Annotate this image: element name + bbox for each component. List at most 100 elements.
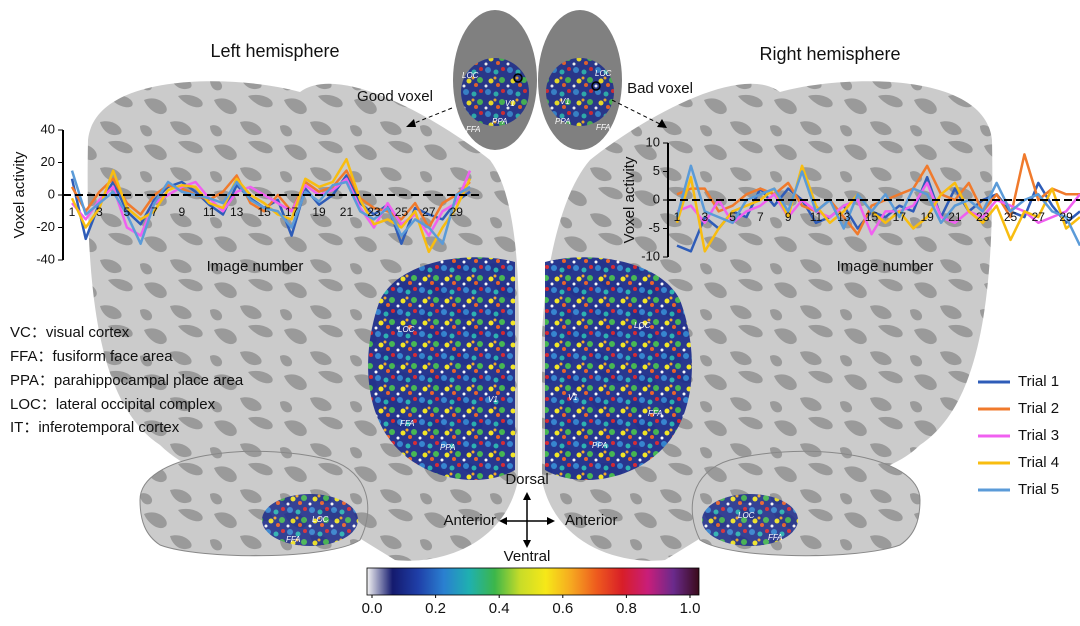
x-tick-label: 25 <box>395 205 409 219</box>
brain-label: V1 <box>488 395 498 404</box>
series-line <box>675 164 1080 253</box>
brain-label: FFA <box>596 123 611 132</box>
brain-label: LOC <box>738 511 755 520</box>
flatmap-left <box>87 81 519 561</box>
x-tick-label: 1.0 <box>680 600 701 617</box>
y-tick-label: 0 <box>653 191 660 206</box>
brain-label: LOC <box>312 515 329 524</box>
chart-title: Left hemisphere <box>210 41 339 61</box>
series-line <box>71 170 472 237</box>
plot <box>70 158 472 254</box>
x-tick-label: 17 <box>285 205 299 219</box>
brain-label: FFA <box>286 535 301 544</box>
y-tick-label: 5 <box>653 163 660 178</box>
abbreviation: PPA：parahippocampal place area <box>10 372 244 389</box>
x-tick-label: 23 <box>367 205 381 219</box>
abbreviation: FFA：fusiform face area <box>10 348 173 365</box>
abbreviation: IT：inferotemporal cortex <box>10 419 180 436</box>
annotation: Anterior <box>565 512 618 529</box>
y-tick-label: 10 <box>646 134 660 149</box>
x-tick-label: 25 <box>1004 210 1018 224</box>
x-tick-label: 21 <box>948 210 962 224</box>
brain-label: V1 <box>560 97 570 106</box>
x-tick-label: 0.2 <box>425 600 446 617</box>
abbreviation: LOC：lateral occipital complex <box>10 396 216 413</box>
brain-label: V1 <box>568 393 578 402</box>
x-tick-label: 19 <box>312 205 326 219</box>
x-tick-label: 9 <box>178 205 185 219</box>
direction-cross <box>503 496 551 544</box>
brain-label: LOC <box>398 325 415 334</box>
annotation: Bad voxel <box>627 80 693 97</box>
brain-label: FFA <box>648 409 663 418</box>
abbreviations: VC：visual cortex FFA：fusiform face area … <box>10 324 244 436</box>
plot <box>675 153 1080 253</box>
brain-label: FFA <box>768 533 783 542</box>
x-tick-label: 3 <box>701 210 708 224</box>
x-tick-label: 17 <box>893 210 907 224</box>
x-tick-label: 15 <box>865 210 879 224</box>
annotations: Good voxel Bad voxel Dorsal Ventral Ante… <box>357 80 693 565</box>
x-tick-label: 27 <box>422 205 436 219</box>
x-tick-label: 7 <box>151 205 158 219</box>
legend-label: Trial 2 <box>1018 400 1059 417</box>
legend-label: Trial 1 <box>1018 373 1059 390</box>
x-axis-label: Image number <box>207 258 304 275</box>
brain-label: PPA <box>440 443 455 452</box>
annotation: Good voxel <box>357 88 433 105</box>
y-tick-label: -40 <box>36 251 55 266</box>
x-tick-label: 9 <box>785 210 792 224</box>
x-tick-label: 11 <box>810 210 823 224</box>
x-tick-label: 0.4 <box>489 600 510 617</box>
series-line <box>675 164 1080 247</box>
brain-label: V1 <box>505 99 515 108</box>
y-tick-label: 40 <box>41 121 55 136</box>
colorbar <box>366 567 700 596</box>
y-tick-label: -20 <box>36 219 55 234</box>
y-tick-label: 20 <box>41 154 55 169</box>
y-tick-label: 0 <box>48 186 55 201</box>
inflated-brain-right <box>691 450 921 557</box>
brain-label: PPA <box>555 117 570 126</box>
series-line <box>70 170 471 245</box>
direction-heads <box>499 492 555 548</box>
arrow-head <box>657 119 667 128</box>
y-tick-label: -10 <box>641 248 660 263</box>
x-tick-label: 5 <box>124 205 131 219</box>
arrow <box>611 99 661 125</box>
x-tick-label: 13 <box>230 205 244 219</box>
x-tick-label: 13 <box>837 210 851 224</box>
legend-label: Trial 5 <box>1018 481 1059 498</box>
x-axis-label: Image number <box>837 258 934 275</box>
inflated-brain-left <box>139 450 369 557</box>
x-tick-label: 29 <box>1059 210 1073 224</box>
x-tick-label: 15 <box>257 205 271 219</box>
y-axis-label: Voxel activity <box>11 151 28 238</box>
annotation: Dorsal <box>505 471 548 488</box>
x-tick-label: 21 <box>340 205 354 219</box>
x-tick-label: 0.6 <box>552 600 573 617</box>
arrow-head <box>406 119 416 127</box>
annotation: Ventral <box>504 548 551 565</box>
y-tick-label: -5 <box>648 220 660 235</box>
x-tick-label: 11 <box>203 205 216 219</box>
abbreviation: VC：visual cortex <box>10 324 130 341</box>
x-tick-label: 1 <box>674 210 681 224</box>
annotation: Anterior <box>443 512 496 529</box>
brain-label: LOC <box>462 71 479 80</box>
brain-label: LOC <box>634 321 651 330</box>
brain-labels: LOC V1 FFA PPA LOC V1 PPA FFA LOC V1 FFA… <box>286 69 783 544</box>
brain-label: LOC <box>595 69 612 78</box>
legend-label: Trial 4 <box>1018 454 1059 471</box>
x-tick-label: 19 <box>920 210 934 224</box>
x-tick-label: 3 <box>96 205 103 219</box>
top-brain <box>453 10 622 150</box>
x-tick-label: 5 <box>729 210 736 224</box>
x-tick-label: 29 <box>450 205 464 219</box>
x-tick-label: 0.0 <box>362 600 383 617</box>
x-tick-label: 0.8 <box>616 600 637 617</box>
x-tick-label: 1 <box>69 205 76 219</box>
brain-label: FFA <box>466 125 481 134</box>
x-tick-label: 7 <box>757 210 764 224</box>
